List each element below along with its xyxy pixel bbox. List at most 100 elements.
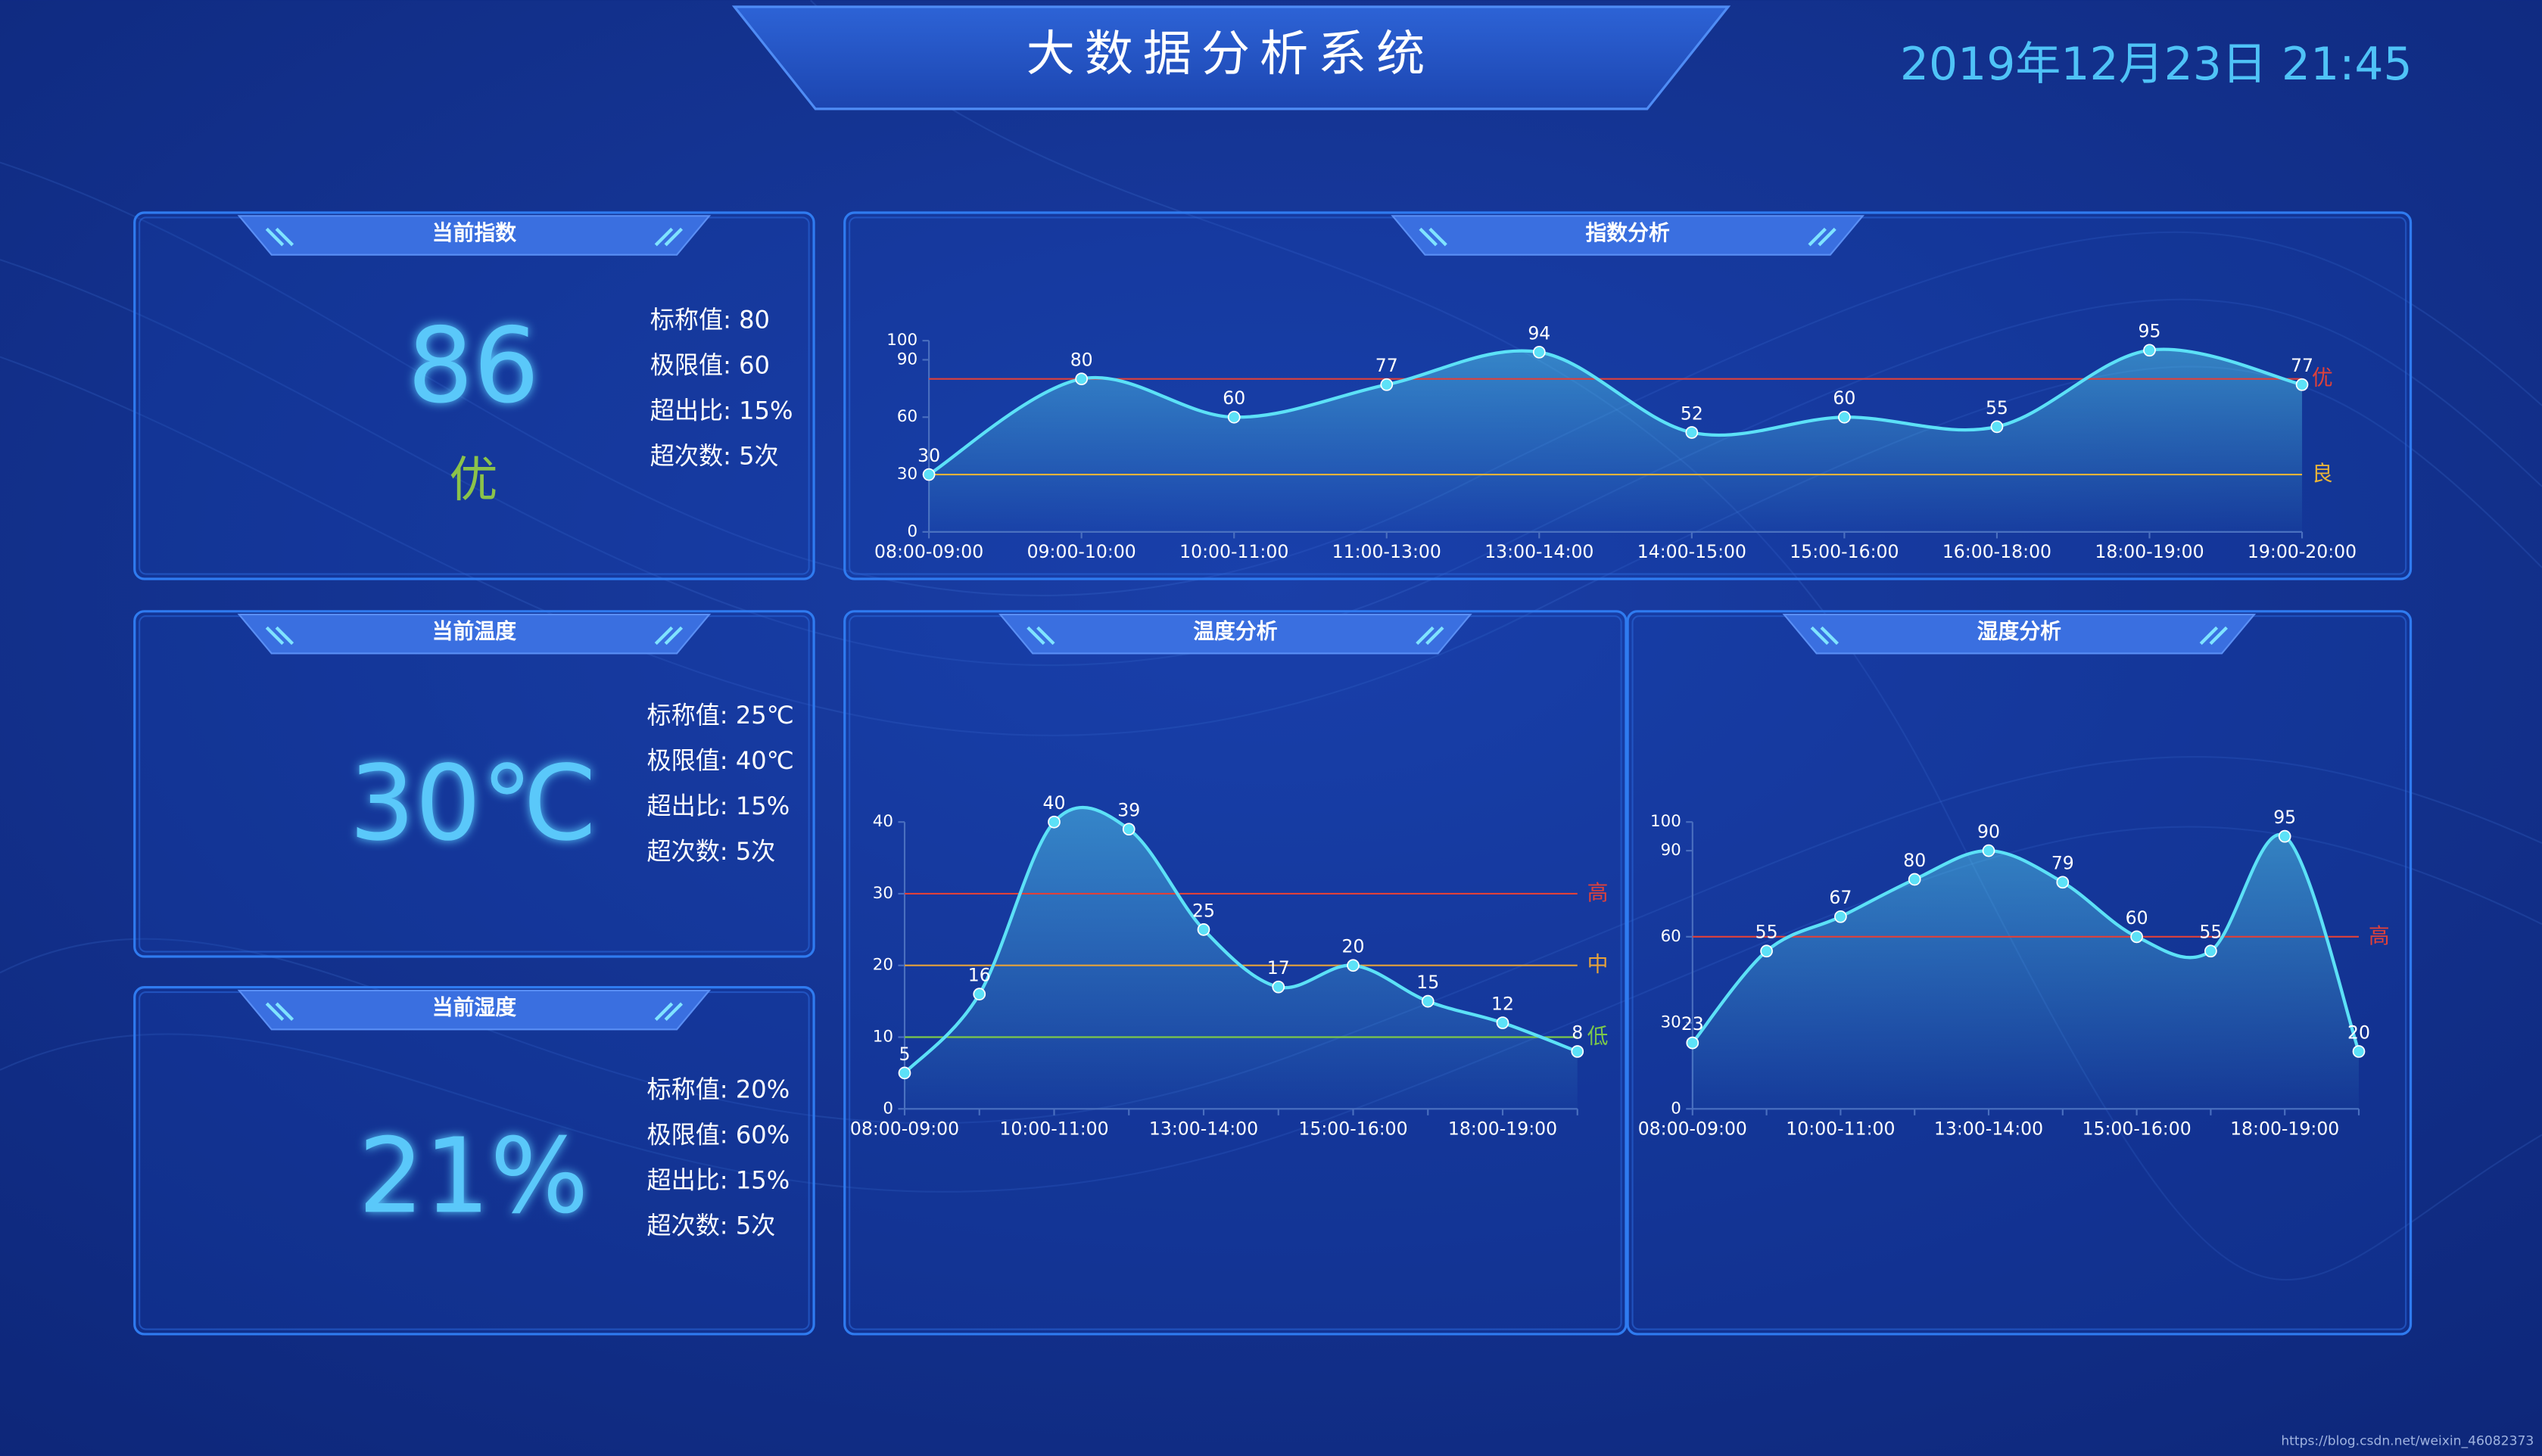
value-label: 52 [1681, 403, 1703, 424]
x-tick-label: 13:00-14:00 [1484, 541, 1593, 562]
area [905, 807, 1578, 1109]
value-label: 77 [2291, 355, 2313, 376]
x-tick-label: 13:00-14:00 [1934, 1118, 2043, 1140]
panel-tab [237, 215, 712, 256]
value-label: 40 [1043, 792, 1066, 814]
panel-title: 当前指数 [432, 220, 516, 245]
grade: 优 [449, 452, 497, 509]
value-label: 30 [917, 445, 940, 466]
value-label: 94 [1528, 322, 1550, 344]
point [1982, 844, 1995, 857]
area [929, 349, 2303, 532]
point [1496, 1016, 1509, 1029]
value-label: 95 [2139, 321, 2161, 342]
y-tick-label: 100 [1650, 812, 1681, 831]
value-label: 39 [1117, 800, 1140, 821]
value-label: 25 [1192, 900, 1215, 921]
point [1272, 980, 1285, 994]
stat: 标称值: 20% [646, 1075, 790, 1104]
stat: 超次数: 5次 [650, 441, 779, 470]
point [2056, 876, 2070, 889]
x-tick-label: 15:00-16:00 [1298, 1118, 1407, 1140]
x-tick-label: 18:00-19:00 [2230, 1118, 2339, 1140]
point [1908, 873, 1921, 886]
tab-accent [265, 626, 684, 646]
stat: 超出比: 15% [646, 1166, 790, 1195]
point [1760, 944, 1773, 958]
value-label: 80 [1070, 350, 1093, 371]
point [2278, 829, 2291, 843]
y-tick-label: 0 [1671, 1099, 1681, 1118]
panel-tab [1391, 215, 1864, 256]
point [1075, 372, 1089, 386]
point [1685, 426, 1699, 439]
x-tick-label: 14:00-15:00 [1637, 541, 1746, 562]
value-label: 60 [1223, 387, 1245, 409]
x-tick-label: 15:00-16:00 [2082, 1118, 2191, 1140]
value-label: 79 [2051, 853, 2074, 874]
point [2130, 930, 2143, 944]
value-label: 60 [1833, 387, 1855, 409]
tab-accent [1810, 626, 2228, 646]
datetime: 2019年12月23日 21:45 [1900, 38, 2413, 91]
mark-line-label: 中 [1587, 952, 1609, 977]
value-label: 80 [1903, 850, 1926, 871]
point [1532, 345, 1546, 359]
x-tick-label: 18:00-19:00 [1448, 1118, 1557, 1140]
tab-accent [265, 227, 684, 247]
tab-accent [1026, 626, 1444, 646]
y-tick-label: 30 [1661, 1013, 1681, 1032]
mark-line-label: 低 [1587, 1024, 1609, 1049]
x-tick-label: 08:00-09:00 [850, 1118, 959, 1140]
point [973, 988, 986, 1000]
value-label: 12 [1491, 993, 1514, 1014]
y-tick-label: 30 [873, 884, 893, 903]
point [1838, 410, 1851, 424]
panel-title: 当前温度 [432, 619, 516, 644]
panel-frame [133, 986, 815, 1336]
panel-title: 指数分析 [1585, 220, 1669, 245]
x-tick-label: 13:00-14:00 [1149, 1118, 1258, 1140]
panel-tab [998, 614, 1472, 655]
stat: 极限值: 60 [650, 350, 770, 379]
point [1227, 410, 1241, 424]
y-tick-label: 60 [1661, 927, 1681, 946]
value-label: 95 [2273, 807, 2296, 828]
panel-frame [133, 610, 815, 958]
value-label: 20 [2347, 1022, 2370, 1043]
stat: 超出比: 15% [646, 792, 790, 820]
point [1122, 823, 1135, 836]
x-tick-label: 11:00-13:00 [1332, 541, 1441, 562]
panel-title: 湿度分析 [1977, 619, 2061, 644]
point [1686, 1036, 1699, 1050]
tab-accent [1419, 227, 1836, 247]
x-tick-label: 15:00-16:00 [1790, 541, 1899, 562]
point [1048, 815, 1061, 829]
y-tick-label: 90 [1661, 841, 1681, 860]
stat: 极限值: 60% [646, 1121, 790, 1150]
point [1380, 378, 1394, 391]
tab-accent [265, 1002, 684, 1021]
page-title: 大数据分析系统 [1026, 26, 1435, 82]
panel-tab [237, 614, 712, 655]
point [1421, 994, 1435, 1008]
point [2295, 378, 2309, 391]
stat: 超出比: 15% [650, 396, 793, 425]
value-label: 23 [1681, 1013, 1704, 1034]
y-tick-label: 100 [886, 331, 917, 350]
watermark: https://blog.csdn.net/weixin_46082373 [2281, 1433, 2534, 1448]
y-tick-label: 60 [897, 407, 917, 426]
mark-line-label: 良 [2312, 461, 2333, 486]
x-tick-label: 10:00-11:00 [1786, 1118, 1895, 1140]
stat: 标称值: 25℃ [646, 701, 793, 730]
x-tick-label: 18:00-19:00 [2095, 541, 2204, 562]
point [1834, 910, 1847, 923]
stat: 极限值: 40℃ [646, 746, 793, 775]
panel-tab [237, 989, 712, 1031]
point [1990, 420, 2004, 434]
line [927, 347, 2303, 476]
y-tick-label: 20 [873, 956, 893, 975]
y-tick-label: 0 [908, 522, 918, 541]
value-label: 90 [1977, 821, 2000, 842]
